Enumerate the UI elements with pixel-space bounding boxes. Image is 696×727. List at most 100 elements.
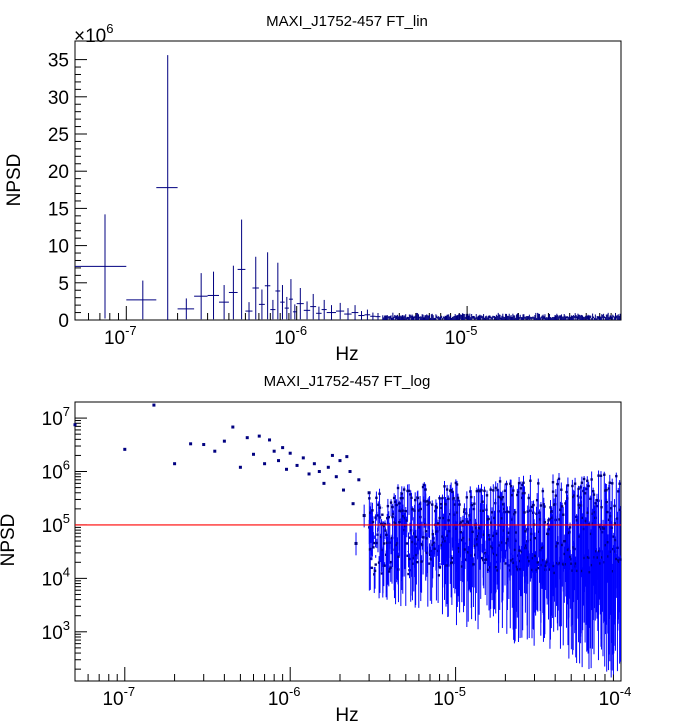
noise-marker-log: [438, 497, 441, 500]
noise-marker-log: [530, 505, 534, 509]
data-point-log: [281, 446, 285, 450]
noise-marker-log: [615, 557, 618, 561]
noise-marker-log: [368, 497, 371, 500]
noise-marker-log: [431, 532, 434, 536]
noise-marker-log: [438, 516, 441, 520]
noise-marker-log: [541, 489, 545, 493]
x-axis-label-log: Hz: [335, 705, 358, 722]
noise-marker-log: [394, 522, 397, 525]
noise-marker-log: [582, 489, 585, 493]
noise-marker-log: [591, 490, 595, 493]
noise-marker-log: [616, 517, 619, 520]
noise-marker-log: [586, 511, 589, 514]
noise-marker-log: [432, 541, 436, 544]
noise-marker-log: [380, 572, 384, 575]
noise-marker-log: [607, 487, 611, 490]
noise-marker-log: [456, 511, 459, 514]
noise-marker-log: [574, 562, 577, 565]
noise-marker-log: [459, 531, 463, 534]
noise-marker-log: [424, 530, 428, 533]
noise-marker-log: [400, 492, 404, 495]
noise-marker-log: [538, 518, 542, 521]
data-point-log: [338, 459, 342, 463]
noise-marker-log: [511, 493, 514, 497]
noise-marker-log: [577, 503, 580, 507]
noise-marker-log: [391, 515, 394, 519]
data-point-log: [263, 462, 267, 466]
noise-marker-log: [377, 503, 380, 506]
noise-marker-log: [409, 493, 412, 496]
noise-marker-log: [507, 531, 511, 535]
noise-marker-log: [608, 481, 611, 484]
data-point-log: [345, 455, 349, 459]
noise-marker-log: [564, 563, 568, 566]
noise-marker-log: [456, 496, 460, 500]
noise-marker-log: [448, 530, 451, 533]
noise-marker-log: [607, 518, 611, 521]
noise-marker-log: [372, 546, 375, 549]
noise-marker-log: [445, 564, 448, 567]
noise-marker-log: [477, 489, 480, 492]
noise-marker-log: [547, 532, 550, 536]
data-point-log: [213, 449, 217, 453]
data-point-log: [354, 541, 358, 545]
noise-marker-log: [590, 478, 593, 481]
noise-marker-log: [375, 496, 378, 500]
noise-marker-log: [585, 487, 588, 491]
noise-marker-log: [545, 532, 549, 536]
noise-marker-log: [406, 489, 409, 493]
noise-marker-log: [543, 505, 546, 508]
noise-marker-log: [488, 566, 492, 569]
noise-marker-log: [405, 542, 408, 545]
data-point-log: [312, 462, 316, 466]
noise-marker-log: [497, 495, 500, 499]
noise-marker-log: [386, 504, 390, 508]
noise-marker-log: [496, 569, 499, 572]
noise-marker-log: [424, 500, 427, 503]
noise-marker-log: [615, 474, 618, 478]
data-point-log: [367, 491, 371, 495]
noise-marker-log: [498, 480, 502, 483]
noise-marker-log: [411, 508, 414, 511]
noise-marker-log: [568, 526, 572, 529]
noise-marker-log: [517, 481, 521, 485]
noise-marker-log: [410, 496, 413, 500]
noise-marker-log: [475, 489, 479, 493]
noise-marker-log: [562, 513, 565, 516]
noise-marker-log: [455, 483, 459, 486]
noise-marker-log: [450, 561, 454, 564]
noise-marker-log: [566, 484, 570, 487]
noise-marker-log: [404, 524, 407, 528]
noise-marker-log: [472, 563, 475, 566]
data-point-log: [330, 453, 334, 457]
noise-marker-log: [401, 509, 404, 512]
noise-marker-log: [485, 558, 489, 561]
plot-frame-lin: [74, 40, 622, 321]
noise-marker-log: [407, 489, 411, 493]
noise-marker-log: [510, 559, 513, 562]
noise-marker-log: [537, 566, 540, 570]
noise-marker-log: [562, 563, 565, 566]
noise-marker-log: [535, 512, 538, 515]
noise-marker-log: [554, 503, 557, 506]
noise-marker-log: [617, 490, 620, 493]
x-tick-label-lin: 10-6: [274, 323, 307, 349]
noise-marker-log: [575, 519, 579, 522]
noise-marker-log: [382, 524, 386, 528]
noise-marker-log: [551, 481, 555, 484]
noise-marker-log: [423, 483, 426, 487]
noise-marker-log: [605, 488, 608, 492]
noise-marker-log: [413, 498, 417, 502]
noise-marker-log: [459, 522, 462, 526]
noise-marker-log: [613, 504, 616, 508]
noise-marker-log: [501, 495, 504, 499]
noise-marker-log: [557, 477, 561, 481]
noise-marker-log: [500, 517, 504, 520]
noise-marker-log: [469, 490, 472, 493]
noise-marker-log: [407, 572, 410, 576]
noise-marker-log: [462, 536, 465, 540]
noise-marker-log: [566, 497, 569, 500]
noise-marker-log: [594, 502, 597, 505]
noise-marker-log: [425, 551, 429, 555]
data-point-log: [285, 467, 289, 471]
